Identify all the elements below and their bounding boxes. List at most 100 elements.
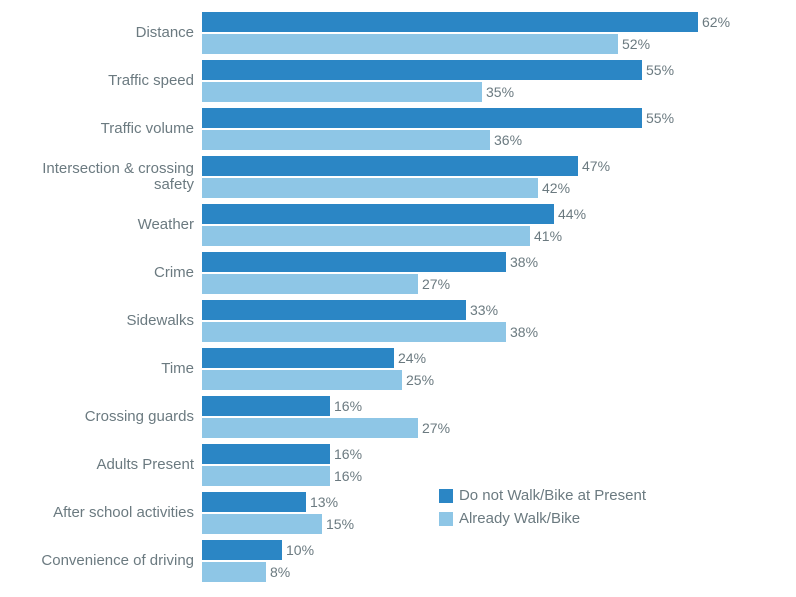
bar-no_walk (202, 12, 698, 32)
chart-row: Traffic volume 55% 36% (0, 106, 776, 152)
bar-wrap: 44% (202, 204, 776, 224)
bar-value-label: 8% (266, 564, 290, 580)
category-label: Traffic speed (0, 73, 202, 90)
bar-wrap: 8% (202, 562, 776, 582)
bar-wrap: 35% (202, 82, 776, 102)
bar-group: 33%38% (202, 298, 776, 342)
bar-group: 55% 36% (202, 106, 776, 150)
bar-value-label: 55% (642, 62, 674, 78)
bar-value-label: 44% (554, 206, 586, 222)
bar-wrap: 55% (202, 60, 776, 80)
chart-row: Distance 62% 52% (0, 10, 776, 56)
legend-item: Do not Walk/Bike at Present (439, 487, 646, 504)
bar-value-label: 16% (330, 398, 362, 414)
bar-walk (202, 322, 506, 342)
bar-no_walk (202, 252, 506, 272)
bar-wrap: 16% (202, 466, 776, 486)
bar-wrap: 47% (202, 156, 776, 176)
bar-value-label: 38% (506, 324, 538, 340)
bar-group: 16%16% (202, 442, 776, 486)
bar-walk (202, 274, 418, 294)
bar-no_walk (202, 204, 554, 224)
chart-row: Intersection & crossing safety47%42% (0, 154, 776, 200)
bar-value-label: 47% (578, 158, 610, 174)
bar-no_walk (202, 60, 642, 80)
category-label: Adults Present (0, 457, 202, 474)
bar-no_walk (202, 540, 282, 560)
chart-row: Weather 44% 41% (0, 202, 776, 248)
chart-row: Sidewalks33%38% (0, 298, 776, 344)
bar-wrap: 33% (202, 300, 776, 320)
bar-no_walk (202, 396, 330, 416)
bar-value-label: 16% (330, 446, 362, 462)
bar-wrap: 55% (202, 108, 776, 128)
bar-wrap: 16% (202, 444, 776, 464)
bar-group: 16% 27% (202, 394, 776, 438)
bar-walk (202, 370, 402, 390)
bar-value-label: 55% (642, 110, 674, 126)
bar-no_walk (202, 444, 330, 464)
bar-value-label: 62% (698, 14, 730, 30)
bar-walk (202, 466, 330, 486)
bar-value-label: 13% (306, 494, 338, 510)
bar-walk (202, 514, 322, 534)
bar-wrap: 42% (202, 178, 776, 198)
bar-wrap: 38% (202, 322, 776, 342)
bar-value-label: 15% (322, 516, 354, 532)
legend-swatch (439, 489, 453, 503)
chart-row: Crime 38% 27% (0, 250, 776, 296)
category-label: Crossing guards (0, 409, 202, 426)
bar-value-label: 16% (330, 468, 362, 484)
category-label: Traffic volume (0, 121, 202, 138)
bar-value-label: 41% (530, 228, 562, 244)
bar-value-label: 38% (506, 254, 538, 270)
bar-no_walk (202, 300, 466, 320)
bar-walk (202, 418, 418, 438)
bar-wrap: 24% (202, 348, 776, 368)
bar-group: 62% 52% (202, 10, 776, 54)
bar-value-label: 27% (418, 276, 450, 292)
bar-wrap: 36% (202, 130, 776, 150)
category-label: Convenience of driving (0, 553, 202, 570)
legend-item: Already Walk/Bike (439, 510, 646, 527)
bar-wrap: 27% (202, 418, 776, 438)
chart-row: After school activities13%15% (0, 490, 776, 536)
bar-wrap: 10% (202, 540, 776, 560)
bar-value-label: 52% (618, 36, 650, 52)
bar-group: 38% 27% (202, 250, 776, 294)
bar-wrap: 27% (202, 274, 776, 294)
bar-walk (202, 562, 266, 582)
category-label: Weather (0, 217, 202, 234)
bar-wrap: 62% (202, 12, 776, 32)
chart-row: Crossing guards 16% 27% (0, 394, 776, 440)
bar-walk (202, 226, 530, 246)
category-label: Distance (0, 25, 202, 42)
bar-walk (202, 178, 538, 198)
bar-group: 24%25% (202, 346, 776, 390)
bar-value-label: 25% (402, 372, 434, 388)
category-label: Time (0, 361, 202, 378)
bar-wrap: 52% (202, 34, 776, 54)
legend-label: Do not Walk/Bike at Present (459, 487, 646, 504)
bar-group: 47%42% (202, 154, 776, 198)
bar-walk (202, 82, 482, 102)
chart-row: Time24%25% (0, 346, 776, 392)
bar-group: 10%8% (202, 538, 776, 582)
chart-row: Traffic speed 55% 35% (0, 58, 776, 104)
bar-wrap: 41% (202, 226, 776, 246)
bar-value-label: 35% (482, 84, 514, 100)
bar-walk (202, 130, 490, 150)
bar-value-label: 27% (418, 420, 450, 436)
bar-no_walk (202, 156, 578, 176)
bar-value-label: 36% (490, 132, 522, 148)
bar-no_walk (202, 348, 394, 368)
bar-group: 55% 35% (202, 58, 776, 102)
category-label: Crime (0, 265, 202, 282)
bar-wrap: 38% (202, 252, 776, 272)
category-label: Intersection & crossing safety (0, 161, 202, 194)
bar-walk (202, 34, 618, 54)
bar-no_walk (202, 492, 306, 512)
legend-swatch (439, 512, 453, 526)
legend-label: Already Walk/Bike (459, 510, 580, 527)
bar-wrap: 25% (202, 370, 776, 390)
